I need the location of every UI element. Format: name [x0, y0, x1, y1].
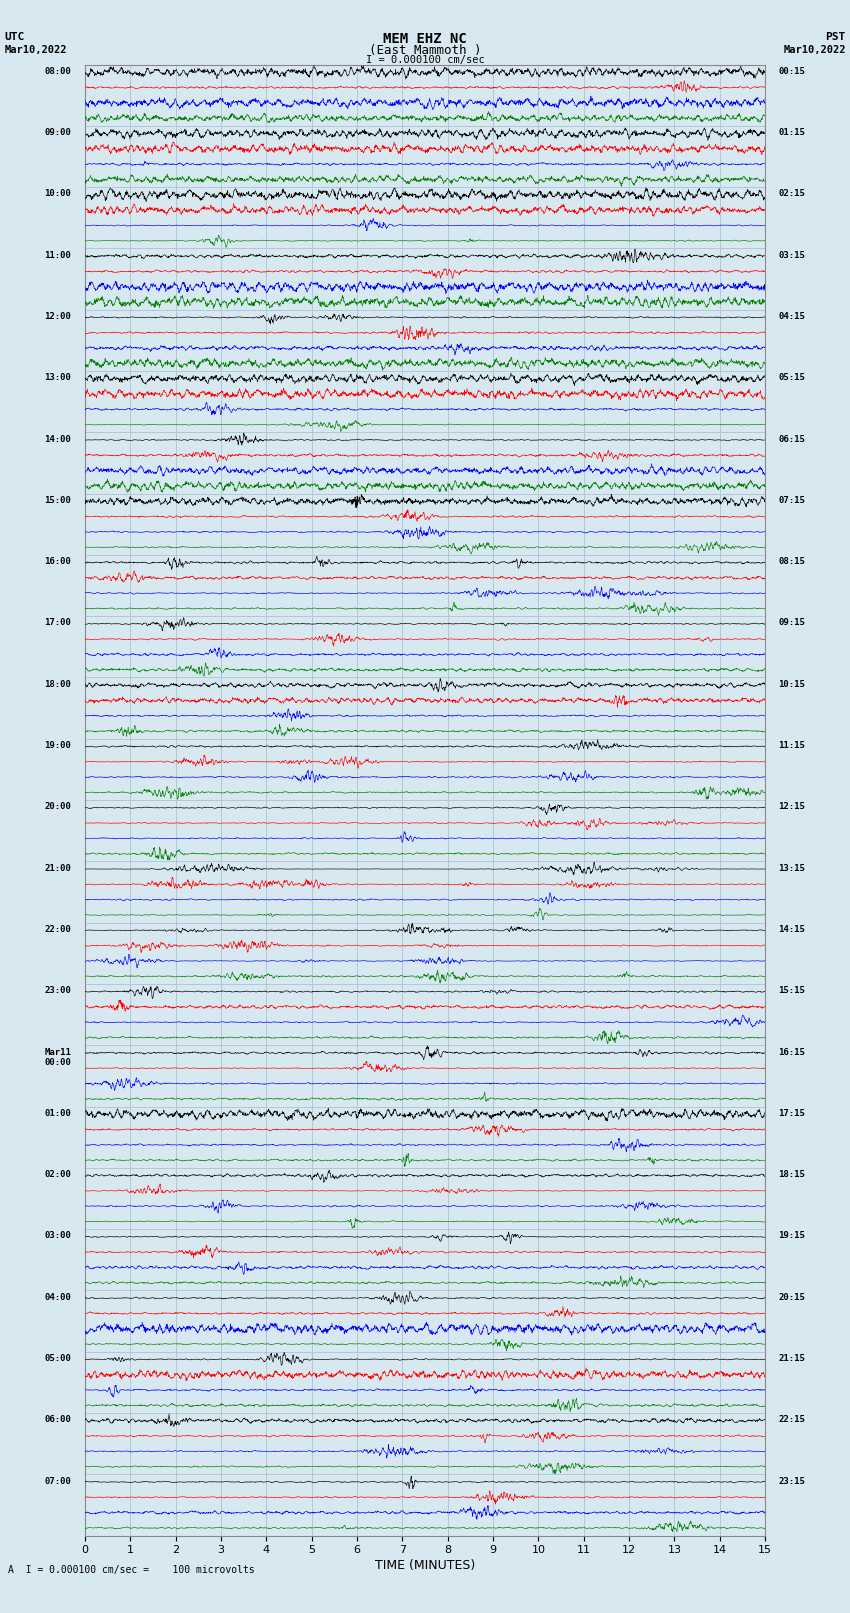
- Text: (East Mammoth ): (East Mammoth ): [369, 44, 481, 56]
- Text: 10:15: 10:15: [779, 679, 806, 689]
- Text: 01:15: 01:15: [779, 127, 806, 137]
- Text: 15:00: 15:00: [44, 495, 71, 505]
- Text: 20:15: 20:15: [779, 1292, 806, 1302]
- Text: 22:00: 22:00: [44, 924, 71, 934]
- Text: MEM EHZ NC: MEM EHZ NC: [383, 32, 467, 47]
- Text: 18:00: 18:00: [44, 679, 71, 689]
- Text: 13:15: 13:15: [779, 863, 806, 873]
- Text: 05:00: 05:00: [44, 1353, 71, 1363]
- Text: 01:00: 01:00: [44, 1108, 71, 1118]
- Text: 08:15: 08:15: [779, 556, 806, 566]
- Text: 06:00: 06:00: [44, 1415, 71, 1424]
- Text: 04:15: 04:15: [779, 311, 806, 321]
- Text: Mar10,2022: Mar10,2022: [783, 45, 846, 55]
- Text: 14:15: 14:15: [779, 924, 806, 934]
- Text: 19:00: 19:00: [44, 740, 71, 750]
- Text: 13:00: 13:00: [44, 373, 71, 382]
- Text: Mar11
00:00: Mar11 00:00: [44, 1047, 71, 1066]
- Text: 12:00: 12:00: [44, 311, 71, 321]
- Text: Mar10,2022: Mar10,2022: [4, 45, 67, 55]
- Text: 16:15: 16:15: [779, 1047, 806, 1057]
- X-axis label: TIME (MINUTES): TIME (MINUTES): [375, 1560, 475, 1573]
- Text: 02:15: 02:15: [779, 189, 806, 198]
- Text: 09:00: 09:00: [44, 127, 71, 137]
- Text: 08:00: 08:00: [44, 66, 71, 76]
- Text: 20:00: 20:00: [44, 802, 71, 811]
- Text: 02:00: 02:00: [44, 1169, 71, 1179]
- Text: 17:00: 17:00: [44, 618, 71, 627]
- Text: 16:00: 16:00: [44, 556, 71, 566]
- Text: 00:15: 00:15: [779, 66, 806, 76]
- Text: 03:00: 03:00: [44, 1231, 71, 1240]
- Text: 12:15: 12:15: [779, 802, 806, 811]
- Text: 17:15: 17:15: [779, 1108, 806, 1118]
- Text: 11:15: 11:15: [779, 740, 806, 750]
- Text: 19:15: 19:15: [779, 1231, 806, 1240]
- Text: 15:15: 15:15: [779, 986, 806, 995]
- Text: 07:00: 07:00: [44, 1476, 71, 1486]
- Text: 21:00: 21:00: [44, 863, 71, 873]
- Text: PST: PST: [825, 32, 846, 42]
- Text: 05:15: 05:15: [779, 373, 806, 382]
- Text: 09:15: 09:15: [779, 618, 806, 627]
- Text: I = 0.000100 cm/sec: I = 0.000100 cm/sec: [366, 55, 484, 65]
- Text: 22:15: 22:15: [779, 1415, 806, 1424]
- Text: A  I = 0.000100 cm/sec =    100 microvolts: A I = 0.000100 cm/sec = 100 microvolts: [8, 1565, 255, 1574]
- Text: 14:00: 14:00: [44, 434, 71, 444]
- Text: 10:00: 10:00: [44, 189, 71, 198]
- Text: UTC: UTC: [4, 32, 25, 42]
- Text: 07:15: 07:15: [779, 495, 806, 505]
- Text: 11:00: 11:00: [44, 250, 71, 260]
- Text: 21:15: 21:15: [779, 1353, 806, 1363]
- Text: 23:00: 23:00: [44, 986, 71, 995]
- Text: 03:15: 03:15: [779, 250, 806, 260]
- Text: 23:15: 23:15: [779, 1476, 806, 1486]
- Text: 18:15: 18:15: [779, 1169, 806, 1179]
- Text: 06:15: 06:15: [779, 434, 806, 444]
- Text: 04:00: 04:00: [44, 1292, 71, 1302]
